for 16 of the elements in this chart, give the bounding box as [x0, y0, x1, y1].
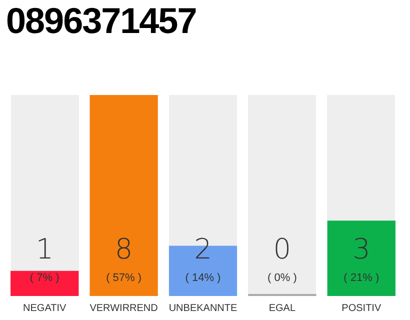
data-label: 3 — [352, 232, 370, 266]
annotation: ( 14% ) — [185, 272, 221, 284]
x-tick-label: NEGATIV — [23, 302, 67, 314]
x-tick-label: VERWIRREND — [90, 302, 158, 314]
annotation: ( 0% ) — [268, 272, 297, 284]
x-tick-label: EGAL — [268, 302, 296, 314]
data-label: 8 — [114, 232, 133, 266]
x-tick-label: UNBEKANNTE — [168, 302, 238, 314]
bar — [10, 270, 79, 296]
chart-title: 0896371457 — [6, 0, 196, 42]
annotation: ( 7% ) — [30, 272, 60, 284]
x-tick-label: POSITIV — [342, 302, 382, 314]
data-label: 1 — [36, 232, 54, 266]
annotation: ( 21% ) — [344, 272, 380, 284]
annotation: ( 57% ) — [106, 272, 142, 284]
data-label: 0 — [273, 232, 292, 266]
